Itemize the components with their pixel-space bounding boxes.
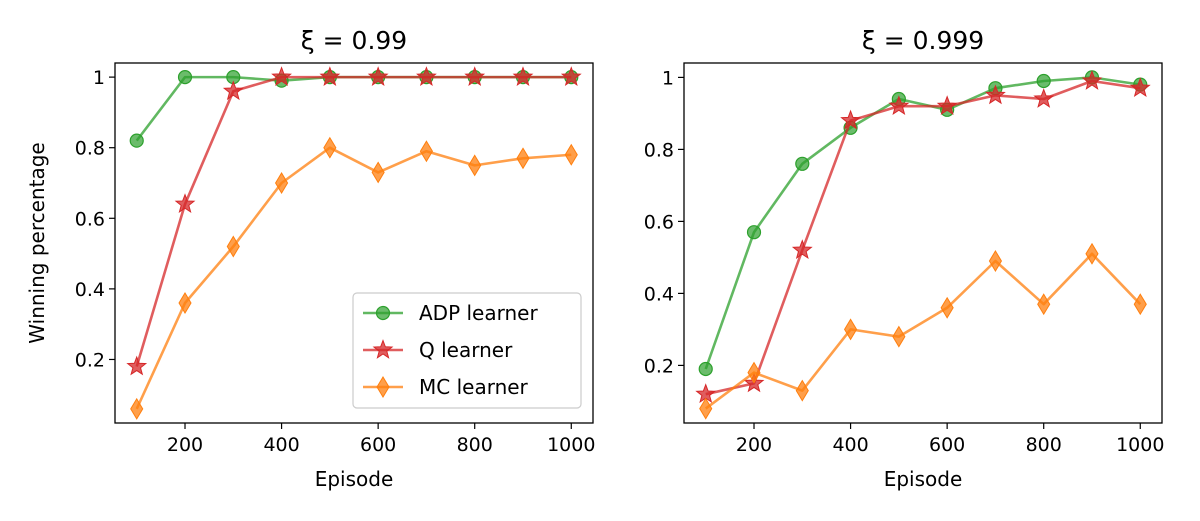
data-point (177, 70, 193, 85)
y-tick-label: 1 (93, 67, 105, 89)
data-point (178, 292, 192, 314)
legend-entry: Q learner (363, 338, 513, 362)
data-point (747, 361, 761, 384)
series-adp-learner (129, 70, 579, 148)
legend-marker (376, 376, 390, 398)
data-point (1033, 88, 1055, 108)
y-axis-label: Winning percentage (25, 142, 49, 343)
data-point (1036, 73, 1051, 89)
data-point (843, 318, 858, 341)
series-q-learner (126, 66, 582, 376)
data-point (371, 161, 385, 184)
x-tick-label: 200 (167, 434, 203, 456)
data-point (795, 156, 810, 171)
data-point (130, 397, 144, 420)
data-point (1037, 293, 1051, 316)
y-tick-label: 0.8 (644, 139, 674, 161)
y-tick-label: 0.6 (75, 208, 105, 230)
data-point (746, 225, 762, 240)
x-tick-label: 1000 (547, 434, 595, 456)
data-point (795, 379, 809, 402)
legend-box (352, 292, 582, 409)
data-point (512, 66, 534, 86)
data-point (464, 66, 486, 86)
y-tick-label: 0.4 (644, 283, 674, 305)
y-tick-label: 1 (662, 67, 674, 89)
x-tick-label: 800 (1026, 434, 1062, 456)
series-line (135, 75, 572, 142)
data-point (1129, 77, 1151, 98)
data-point (516, 147, 530, 170)
x-tick-label: 800 (457, 434, 493, 456)
y-tick-label: 0.8 (75, 138, 105, 160)
legend: ADP learner Q learner MC learner (352, 292, 582, 409)
chart-title: ξ = 0.99 (301, 26, 407, 55)
series-line (705, 79, 1141, 396)
data-point (936, 95, 958, 116)
series-line (704, 252, 1142, 410)
data-point (468, 154, 482, 177)
plot-panel-1: 200 400 600 800 1000 0.2 0.4 0.6 0.8 1 ξ = 0.99 Epi… (25, 26, 595, 491)
x-tick-label: 400 (832, 434, 868, 456)
x-tick-label: 600 (929, 434, 965, 456)
series-mc-learner (699, 242, 1147, 420)
data-point (367, 66, 389, 86)
series-line (135, 75, 572, 367)
plot-panel-2: 200 400 600 800 1000 0.2 0.4 0.6 0.8 1 ξ = 0.999 Ep… (644, 26, 1165, 491)
legend-marker (372, 339, 394, 359)
data-point (222, 80, 244, 101)
legend-label: ADP learner (419, 301, 538, 325)
series-adp-learner (698, 70, 1148, 377)
y-tick-label: 0.2 (644, 355, 674, 377)
legend-label: Q learner (419, 338, 513, 362)
x-tick-label: 1000 (1116, 434, 1164, 456)
data-point (985, 84, 1006, 105)
data-point (791, 239, 813, 260)
data-point (1085, 242, 1099, 265)
data-point (840, 109, 861, 130)
data-point (988, 250, 1003, 272)
data-point (129, 133, 144, 148)
data-point (1133, 293, 1147, 316)
data-point (560, 66, 582, 86)
data-point (419, 140, 434, 163)
data-point (699, 397, 713, 420)
data-point (174, 193, 196, 214)
legend-entry: MC learner (363, 375, 529, 399)
x-axis-label: Episode (884, 467, 963, 491)
x-tick-label: 600 (360, 434, 396, 456)
data-point (319, 66, 341, 86)
data-point (126, 355, 148, 376)
legend-label: MC learner (419, 375, 529, 399)
data-point (698, 361, 713, 377)
series-mc-learner (130, 136, 578, 420)
chart-title: ξ = 0.999 (862, 26, 984, 55)
data-point (323, 136, 337, 159)
data-point (888, 95, 910, 116)
data-point (940, 296, 954, 319)
legend-marker (375, 305, 391, 321)
y-tick-label: 0.4 (75, 279, 105, 301)
data-point (274, 172, 289, 194)
data-point (1081, 70, 1103, 90)
data-point (226, 235, 240, 258)
series-line (704, 76, 1141, 370)
data-point (416, 66, 437, 86)
x-axis-label: Episode (315, 467, 394, 491)
data-point (564, 143, 578, 166)
data-point (271, 66, 292, 86)
y-tick-label: 0.2 (75, 349, 105, 371)
axes-frame (114, 62, 594, 424)
data-point (892, 325, 906, 348)
legend-entry: ADP learner (363, 301, 538, 325)
series-q-learner (695, 70, 1151, 404)
series-line (135, 146, 572, 410)
x-tick-label: 200 (736, 434, 772, 456)
y-tick-label: 0.6 (644, 211, 674, 233)
x-tick-label: 400 (263, 434, 299, 456)
axes-frame (683, 62, 1163, 424)
